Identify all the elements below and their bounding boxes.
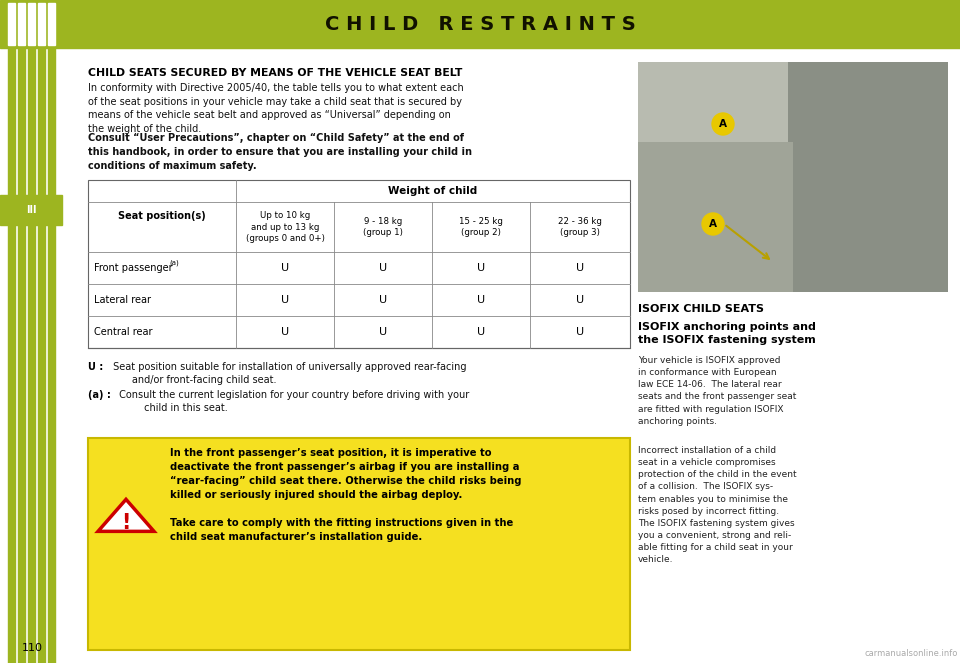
Text: U: U bbox=[477, 295, 485, 305]
Text: Lateral rear: Lateral rear bbox=[94, 295, 151, 305]
Bar bbox=[788, 62, 948, 292]
Text: 15 - 25 kg
(group 2): 15 - 25 kg (group 2) bbox=[459, 217, 503, 237]
Text: Seat position suitable for installation of universally approved rear-facing
    : Seat position suitable for installation … bbox=[110, 362, 467, 385]
Text: (a) :: (a) : bbox=[88, 390, 114, 400]
Bar bbox=[38, 48, 45, 663]
Text: In conformity with Directive 2005/40, the table tells you to what extent each
of: In conformity with Directive 2005/40, th… bbox=[88, 83, 464, 134]
Text: U: U bbox=[477, 263, 485, 273]
Bar bbox=[88, 438, 630, 650]
Text: U: U bbox=[281, 263, 289, 273]
Text: Consult “User Precautions”, chapter on “Child Safety” at the end of
this handboo: Consult “User Precautions”, chapter on “… bbox=[88, 133, 472, 171]
Bar bbox=[638, 62, 948, 292]
Text: U: U bbox=[281, 295, 289, 305]
Text: U: U bbox=[576, 295, 584, 305]
Text: 22 - 36 kg
(group 3): 22 - 36 kg (group 3) bbox=[558, 217, 602, 237]
Text: U: U bbox=[379, 263, 387, 273]
Text: Incorrect installation of a child
seat in a vehicle compromises
protection of th: Incorrect installation of a child seat i… bbox=[638, 446, 797, 564]
Text: Your vehicle is ISOFIX approved
in conformance with European
law ECE 14-06.  The: Your vehicle is ISOFIX approved in confo… bbox=[638, 356, 797, 426]
Bar bbox=[28, 3, 35, 45]
Circle shape bbox=[712, 113, 734, 135]
Text: (a): (a) bbox=[169, 260, 179, 267]
Bar bbox=[88, 180, 630, 348]
Text: A: A bbox=[709, 219, 717, 229]
Text: U: U bbox=[576, 327, 584, 337]
Bar bbox=[18, 48, 25, 663]
Text: U: U bbox=[379, 295, 387, 305]
Text: ISOFIX anchoring points and
the ISOFIX fastening system: ISOFIX anchoring points and the ISOFIX f… bbox=[638, 322, 816, 345]
Bar bbox=[38, 3, 45, 45]
Text: U: U bbox=[281, 327, 289, 337]
Circle shape bbox=[702, 213, 724, 235]
Text: Consult the current legislation for your country before driving with your
      : Consult the current legislation for your… bbox=[116, 390, 469, 413]
Text: !: ! bbox=[121, 512, 131, 532]
Text: C H I L D   R E S T R A I N T S: C H I L D R E S T R A I N T S bbox=[324, 15, 636, 34]
Bar bbox=[28, 48, 35, 663]
Bar bbox=[8, 3, 15, 45]
Text: 110: 110 bbox=[22, 643, 43, 653]
Text: 9 - 18 kg
(group 1): 9 - 18 kg (group 1) bbox=[363, 217, 403, 237]
Text: Seat position(s): Seat position(s) bbox=[118, 211, 205, 221]
Polygon shape bbox=[98, 499, 154, 531]
Text: ISOFIX CHILD SEATS: ISOFIX CHILD SEATS bbox=[638, 304, 764, 314]
Text: U :: U : bbox=[88, 362, 107, 372]
Bar bbox=[48, 48, 55, 663]
Text: Up to 10 kg
and up to 13 kg
(groups 0 and 0+): Up to 10 kg and up to 13 kg (groups 0 an… bbox=[246, 211, 324, 243]
Text: III: III bbox=[26, 205, 36, 215]
Text: Central rear: Central rear bbox=[94, 327, 153, 337]
Text: CHILD SEATS SECURED BY MEANS OF THE VEHICLE SEAT BELT: CHILD SEATS SECURED BY MEANS OF THE VEHI… bbox=[88, 68, 463, 78]
Bar bbox=[8, 48, 15, 663]
Text: Weight of child: Weight of child bbox=[389, 186, 478, 196]
Bar bbox=[0, 0, 960, 48]
Text: U: U bbox=[379, 327, 387, 337]
Text: carmanualsonline.info: carmanualsonline.info bbox=[865, 649, 958, 658]
Bar bbox=[638, 142, 793, 292]
Bar bbox=[48, 3, 55, 45]
Text: U: U bbox=[477, 327, 485, 337]
Bar bbox=[18, 3, 25, 45]
Text: A: A bbox=[719, 119, 727, 129]
Text: Front passenger: Front passenger bbox=[94, 263, 173, 273]
Text: Take care to comply with the fitting instructions given in the
child seat manufa: Take care to comply with the fitting ins… bbox=[170, 518, 514, 542]
Text: In the front passenger’s seat position, it is imperative to
deactivate the front: In the front passenger’s seat position, … bbox=[170, 448, 521, 500]
Bar bbox=[0, 195, 62, 225]
Text: U: U bbox=[576, 263, 584, 273]
